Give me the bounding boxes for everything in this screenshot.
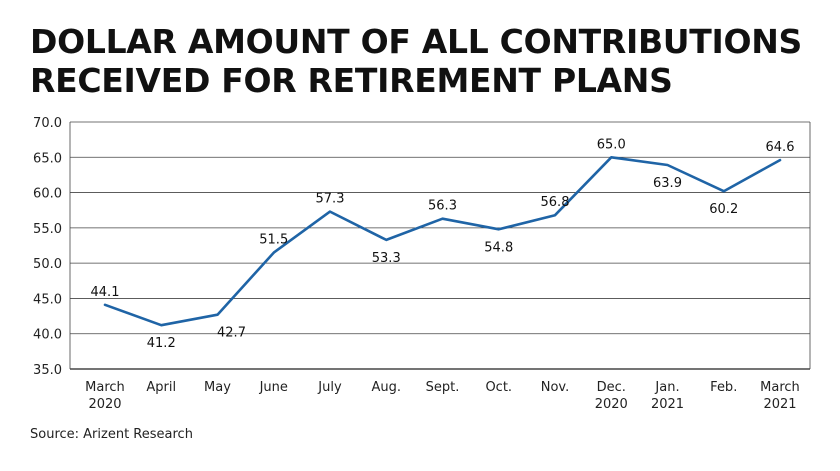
x-tick-label: July <box>317 380 342 395</box>
grid-lines <box>69 121 811 370</box>
series-line-group <box>103 156 782 327</box>
data-label: 41.2 <box>147 336 176 351</box>
x-tick-label: Nov. <box>541 380 570 395</box>
x-tick-label: April <box>146 380 176 395</box>
x-tick-label-line: Aug. <box>371 380 401 395</box>
y-tick-label: 50.0 <box>33 257 62 272</box>
y-axis-ticks: 35.0 40.0 45.0 50.0 55.0 60.0 65.0 70.0 <box>33 116 62 378</box>
y-tick-label: 70.0 <box>33 116 62 131</box>
data-label: 54.8 <box>484 240 513 255</box>
x-tick-label-line: 2021 <box>763 397 796 412</box>
x-tick-label: Oct. <box>485 380 512 395</box>
data-label: 60.2 <box>709 202 738 217</box>
y-tick-label: 45.0 <box>33 292 62 307</box>
x-tick-label-line: 2020 <box>88 397 121 412</box>
x-tick-label-line: June <box>259 380 288 395</box>
series-line <box>103 156 782 327</box>
x-tick-label-line: Oct. <box>485 380 512 395</box>
x-tick-label: Sept. <box>426 380 460 395</box>
data-label: 53.3 <box>372 251 401 266</box>
x-axis-ticks: March 2020 April May June July Aug. Sept. Oct. No… <box>85 380 800 412</box>
data-label: 65.0 <box>597 137 626 152</box>
y-tick-label: 40.0 <box>33 328 62 343</box>
x-tick-label-line: Nov. <box>541 380 570 395</box>
x-tick-label-line: March <box>760 380 800 395</box>
x-tick-label: Feb. <box>710 380 737 395</box>
y-tick-label: 35.0 <box>33 363 62 378</box>
data-label: 63.9 <box>653 176 682 191</box>
y-tick-label: 60.0 <box>33 187 62 202</box>
y-tick-label: 65.0 <box>33 151 62 166</box>
data-label: 42.7 <box>217 326 246 341</box>
source-note: Source: Arizent Research <box>30 427 193 442</box>
x-tick-label-line: Jan. <box>654 380 679 395</box>
y-tick-label: 55.0 <box>33 222 62 237</box>
x-tick-label-line: May <box>204 380 231 395</box>
x-tick-label-line: 2020 <box>595 397 628 412</box>
data-labels: 44.1 41.2 42.7 51.5 57.3 53.3 56.3 54.8 56.8 65.0… <box>91 137 795 351</box>
x-tick-label-line: Sept. <box>426 380 460 395</box>
x-tick-label-line: Feb. <box>710 380 737 395</box>
x-tick-label: Jan. 2021 <box>651 380 684 412</box>
x-tick-label: May <box>204 380 231 395</box>
data-label: 56.3 <box>428 199 457 214</box>
data-label: 57.3 <box>316 192 345 207</box>
data-label: 56.8 <box>541 195 570 210</box>
data-label: 44.1 <box>91 285 120 300</box>
x-tick-label-line: April <box>146 380 176 395</box>
x-tick-label: March 2020 <box>85 380 125 412</box>
x-tick-label-line: March <box>85 380 125 395</box>
x-tick-label-line: July <box>317 380 342 395</box>
x-tick-label: March 2021 <box>760 380 800 412</box>
data-label: 64.6 <box>766 140 795 155</box>
chart-title: DOLLAR AMOUNT OF ALL CONTRIBUTIONS RECEI… <box>30 22 803 100</box>
x-tick-label: Dec. 2020 <box>595 380 628 412</box>
x-tick-label: June <box>259 380 288 395</box>
x-tick-label-line: Dec. <box>597 380 626 395</box>
data-label: 51.5 <box>259 233 288 248</box>
x-tick-label-line: 2021 <box>651 397 684 412</box>
x-tick-label: Aug. <box>371 380 401 395</box>
